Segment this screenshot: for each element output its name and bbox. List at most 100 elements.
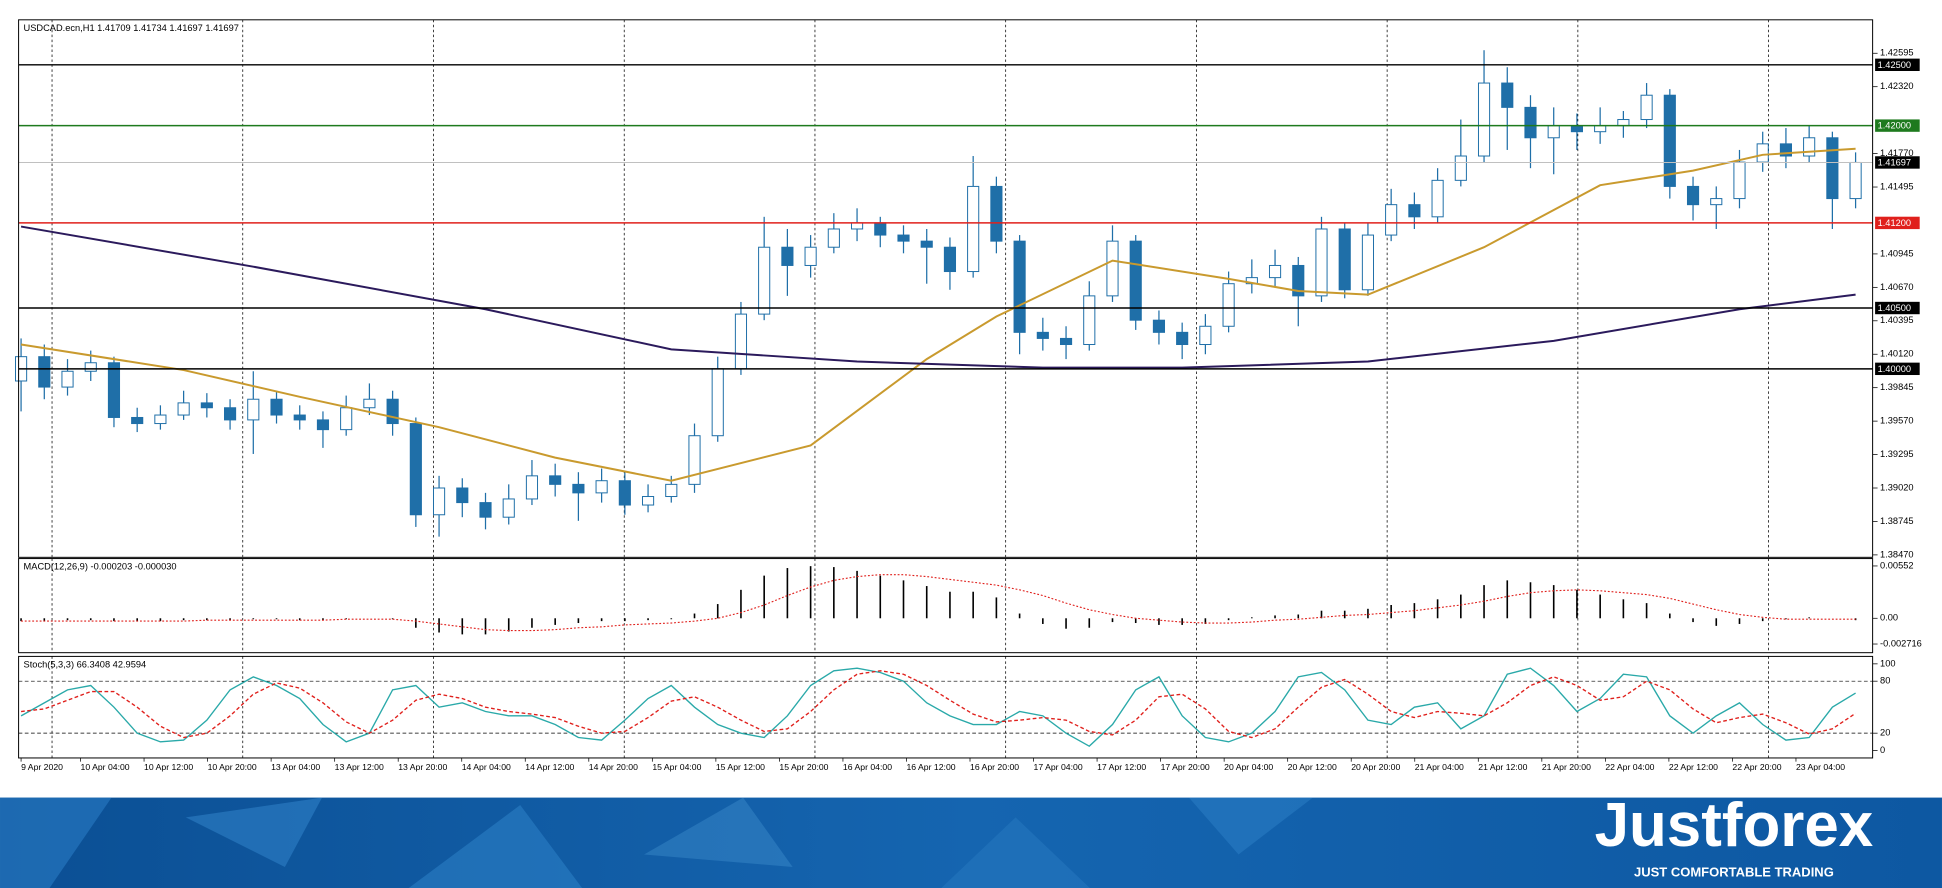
- candle-body: [920, 240, 933, 248]
- candle-body: [1361, 234, 1375, 291]
- banner-bg: [0, 797, 1942, 888]
- candle-body: [1663, 94, 1676, 187]
- banner-shape: [185, 797, 323, 867]
- candle-body: [688, 435, 701, 485]
- candle-body: [479, 502, 492, 518]
- x-tick-label: 15 Apr 12:00: [716, 762, 765, 772]
- candle-body: [572, 483, 585, 494]
- candle-body: [1617, 119, 1630, 127]
- x-tick-label: 10 Apr 12:00: [144, 762, 193, 772]
- brand-name: Justforex: [1595, 791, 1874, 860]
- candle-body: [1129, 240, 1142, 321]
- candle-body: [1686, 185, 1700, 206]
- background: [0, 0, 1942, 798]
- banner-shape: [0, 797, 112, 888]
- macd-signal: [21, 574, 1856, 632]
- x-tick-label: 22 Apr 20:00: [1732, 762, 1781, 772]
- y-tick-label: 1.40120: [1880, 349, 1913, 359]
- candle-body: [1710, 198, 1723, 206]
- candle-body: [200, 402, 213, 409]
- x-tick-label: 20 Apr 04:00: [1224, 762, 1273, 772]
- candle-body: [1106, 240, 1119, 297]
- candle-body: [84, 362, 97, 372]
- panel-title: USDCAD.ecn,H1 1.41709 1.41734 1.41697 1.…: [24, 23, 239, 33]
- x-tick-label: 21 Apr 12:00: [1478, 762, 1527, 772]
- x-tick-label: 17 Apr 04:00: [1034, 762, 1083, 772]
- candle-body: [363, 398, 376, 409]
- candle-body: [1779, 143, 1792, 157]
- candle-body: [990, 185, 1003, 242]
- candle-body: [1292, 264, 1305, 297]
- candle-body: [758, 246, 771, 315]
- x-tick-label: 20 Apr 12:00: [1288, 762, 1337, 772]
- x-tick-label: 16 Apr 04:00: [843, 762, 892, 772]
- moving-average: [20, 147, 1856, 482]
- grid: [51, 19, 1769, 758]
- candle-body: [1594, 125, 1607, 133]
- candle-body: [432, 487, 446, 516]
- candle-body: [1431, 179, 1444, 218]
- macd-panel-frame: [18, 558, 1874, 654]
- candle-body: [1222, 283, 1235, 327]
- level-label: 1.42500: [1878, 60, 1912, 70]
- candle-body: [1640, 94, 1653, 121]
- y-tick-label: 1.40670: [1880, 282, 1913, 292]
- candle-body: [316, 419, 330, 431]
- candle-body: [781, 246, 794, 266]
- x-tick-label: 13 Apr 12:00: [335, 762, 384, 772]
- candle-body: [897, 234, 910, 242]
- x-tick-label: 22 Apr 04:00: [1605, 762, 1654, 772]
- candle-body: [1477, 82, 1491, 157]
- candle-body: [804, 246, 817, 266]
- x-tick-label: 9 Apr 2020: [21, 762, 63, 772]
- candle-body: [595, 480, 608, 494]
- candle-body: [1268, 264, 1282, 279]
- candle-body: [967, 185, 980, 273]
- brand-tagline: JUST COMFORTABLE TRADING: [1634, 865, 1834, 880]
- x-tick-label: 14 Apr 20:00: [589, 762, 638, 772]
- x-tick-label: 16 Apr 20:00: [970, 762, 1019, 772]
- y-tick-label: -0.002716: [1880, 638, 1922, 648]
- x-tick-label: 10 Apr 04:00: [81, 762, 130, 772]
- banner-shape: [941, 817, 1090, 888]
- y-tick-label: 1.38745: [1880, 516, 1913, 526]
- candle-body: [1059, 337, 1073, 346]
- x-tick-label: 10 Apr 20:00: [208, 762, 257, 772]
- y-tick-label: 0.00: [1880, 613, 1898, 623]
- candle-body: [1756, 143, 1769, 163]
- x-tick-label: 21 Apr 20:00: [1542, 762, 1591, 772]
- candle-body: [525, 475, 539, 500]
- candle-body: [340, 407, 353, 431]
- candle-body: [1083, 295, 1096, 346]
- candle-body: [247, 398, 260, 421]
- candle-body: [943, 246, 957, 273]
- candle-body: [386, 398, 399, 425]
- panel-title: MACD(12,26,9) -0.000203 -0.000030: [24, 562, 177, 572]
- candle-body: [618, 480, 631, 506]
- x-tick-label: 22 Apr 12:00: [1669, 762, 1718, 772]
- x-tick-label: 21 Apr 04:00: [1415, 762, 1464, 772]
- candle-body: [850, 222, 864, 230]
- banner-shape: [408, 805, 583, 888]
- candle-body: [1036, 331, 1049, 339]
- x-tick-label: 16 Apr 12:00: [906, 762, 955, 772]
- x-tick-label: 17 Apr 20:00: [1161, 762, 1210, 772]
- candle-body: [874, 222, 887, 236]
- candle-body: [1385, 204, 1398, 236]
- level-label-bg: [1875, 216, 1920, 230]
- banner: Justforex JUST COMFORTABLE TRADING: [0, 791, 1942, 888]
- y-tick-label: 1.42595: [1880, 48, 1913, 58]
- candle-body: [641, 496, 655, 506]
- x-tick-label: 15 Apr 04:00: [652, 762, 701, 772]
- x-tick-label: 13 Apr 04:00: [271, 762, 320, 772]
- candle-body: [1803, 137, 1816, 157]
- level-label: 1.42000: [1878, 121, 1912, 131]
- candle-body: [1408, 204, 1421, 218]
- candle-body: [409, 423, 422, 516]
- y-tick-label: 1.39295: [1880, 449, 1913, 459]
- candle-body: [224, 407, 237, 421]
- stoch-panel-frame: [18, 655, 1874, 759]
- y-tick-label: 1.39020: [1880, 482, 1913, 492]
